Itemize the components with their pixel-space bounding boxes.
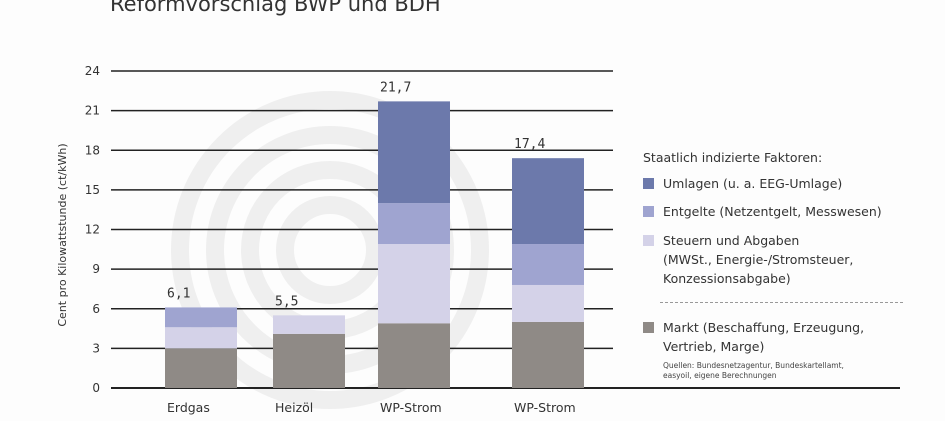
bar-segment (512, 284, 584, 322)
y-axis-label: Cent pro Kilowattstunde (ct/kWh) (56, 143, 69, 326)
y-tick-label: 12 (85, 223, 100, 237)
bar-segment (273, 315, 345, 334)
legend-label: Markt (Beschaffung, Erzeugung, (663, 320, 865, 335)
legend-label: Umlagen (u. a. EEG-Umlage) (663, 176, 843, 191)
legend-header: Staatlich indizierte Faktoren: (643, 150, 823, 165)
bar-segment (512, 244, 584, 285)
legend-label: Steuern und Abgaben (663, 233, 800, 248)
y-tick-label: 18 (85, 143, 100, 157)
chart-title: Reformvorschlag BWP und BDH (110, 0, 441, 16)
watermark-ring (276, 196, 384, 304)
source-line: easyoil, eigene Berechnungen (663, 371, 777, 380)
y-tick-label: 9 (92, 262, 100, 276)
legend-item-markt: Markt (Beschaffung, Erzeugung, Vertrieb,… (643, 318, 865, 356)
legend-label: Entgelte (Netzentgelt, Messwesen) (663, 204, 882, 219)
x-tick-label: Erdgas (167, 400, 210, 415)
legend-swatch (643, 178, 654, 189)
bar-segment (378, 203, 450, 245)
y-tick-label: 0 (92, 381, 100, 395)
total-label: 21,7 (380, 80, 411, 95)
total-label: 17,4 (514, 137, 545, 152)
legend-swatch (643, 322, 654, 333)
y-tick-label: 15 (85, 183, 100, 197)
legend-item-steuern: Steuern und Abgaben (MWSt., Energie-/Str… (643, 231, 854, 288)
legend-label: Konzessionsabgabe) (663, 271, 791, 286)
legend-item-entgelte: Entgelte (Netzentgelt, Messwesen) (643, 202, 882, 221)
x-tick-label: Heizöl (275, 400, 313, 415)
source-line: Quellen: Bundesnetzagentur, Bundeskartel… (663, 361, 844, 370)
x-tick-label: WP-Strom (514, 400, 576, 415)
bar-segment (378, 244, 450, 324)
y-tick-label: 24 (85, 64, 100, 78)
bar-segment (165, 348, 237, 388)
legend-item-umlagen: Umlagen (u. a. EEG-Umlage) (643, 174, 843, 193)
legend-label: (MWSt., Energie-/Stromsteuer, (663, 252, 854, 267)
bar-segment (512, 321, 584, 388)
legend-label: Vertrieb, Marge) (663, 339, 765, 354)
bar-segment (165, 307, 237, 328)
watermark-ring (171, 91, 489, 409)
bar-segment (165, 327, 237, 349)
y-tick-label: 6 (92, 302, 100, 316)
legend-divider (660, 302, 903, 303)
x-tick-label: WP-Strom (380, 400, 442, 415)
bar-segment (512, 158, 584, 245)
legend-swatch (643, 235, 654, 246)
y-tick-label: 21 (85, 104, 100, 118)
total-label: 5,5 (275, 294, 298, 309)
y-tick-label: 3 (92, 341, 100, 355)
bar-segment (378, 101, 450, 204)
source-note: Quellen: Bundesnetzagentur, Bundeskartel… (663, 361, 844, 381)
total-label: 6,1 (167, 286, 190, 301)
bar-segment (273, 333, 345, 388)
bar-segment (378, 323, 450, 388)
legend-swatch (643, 206, 654, 217)
